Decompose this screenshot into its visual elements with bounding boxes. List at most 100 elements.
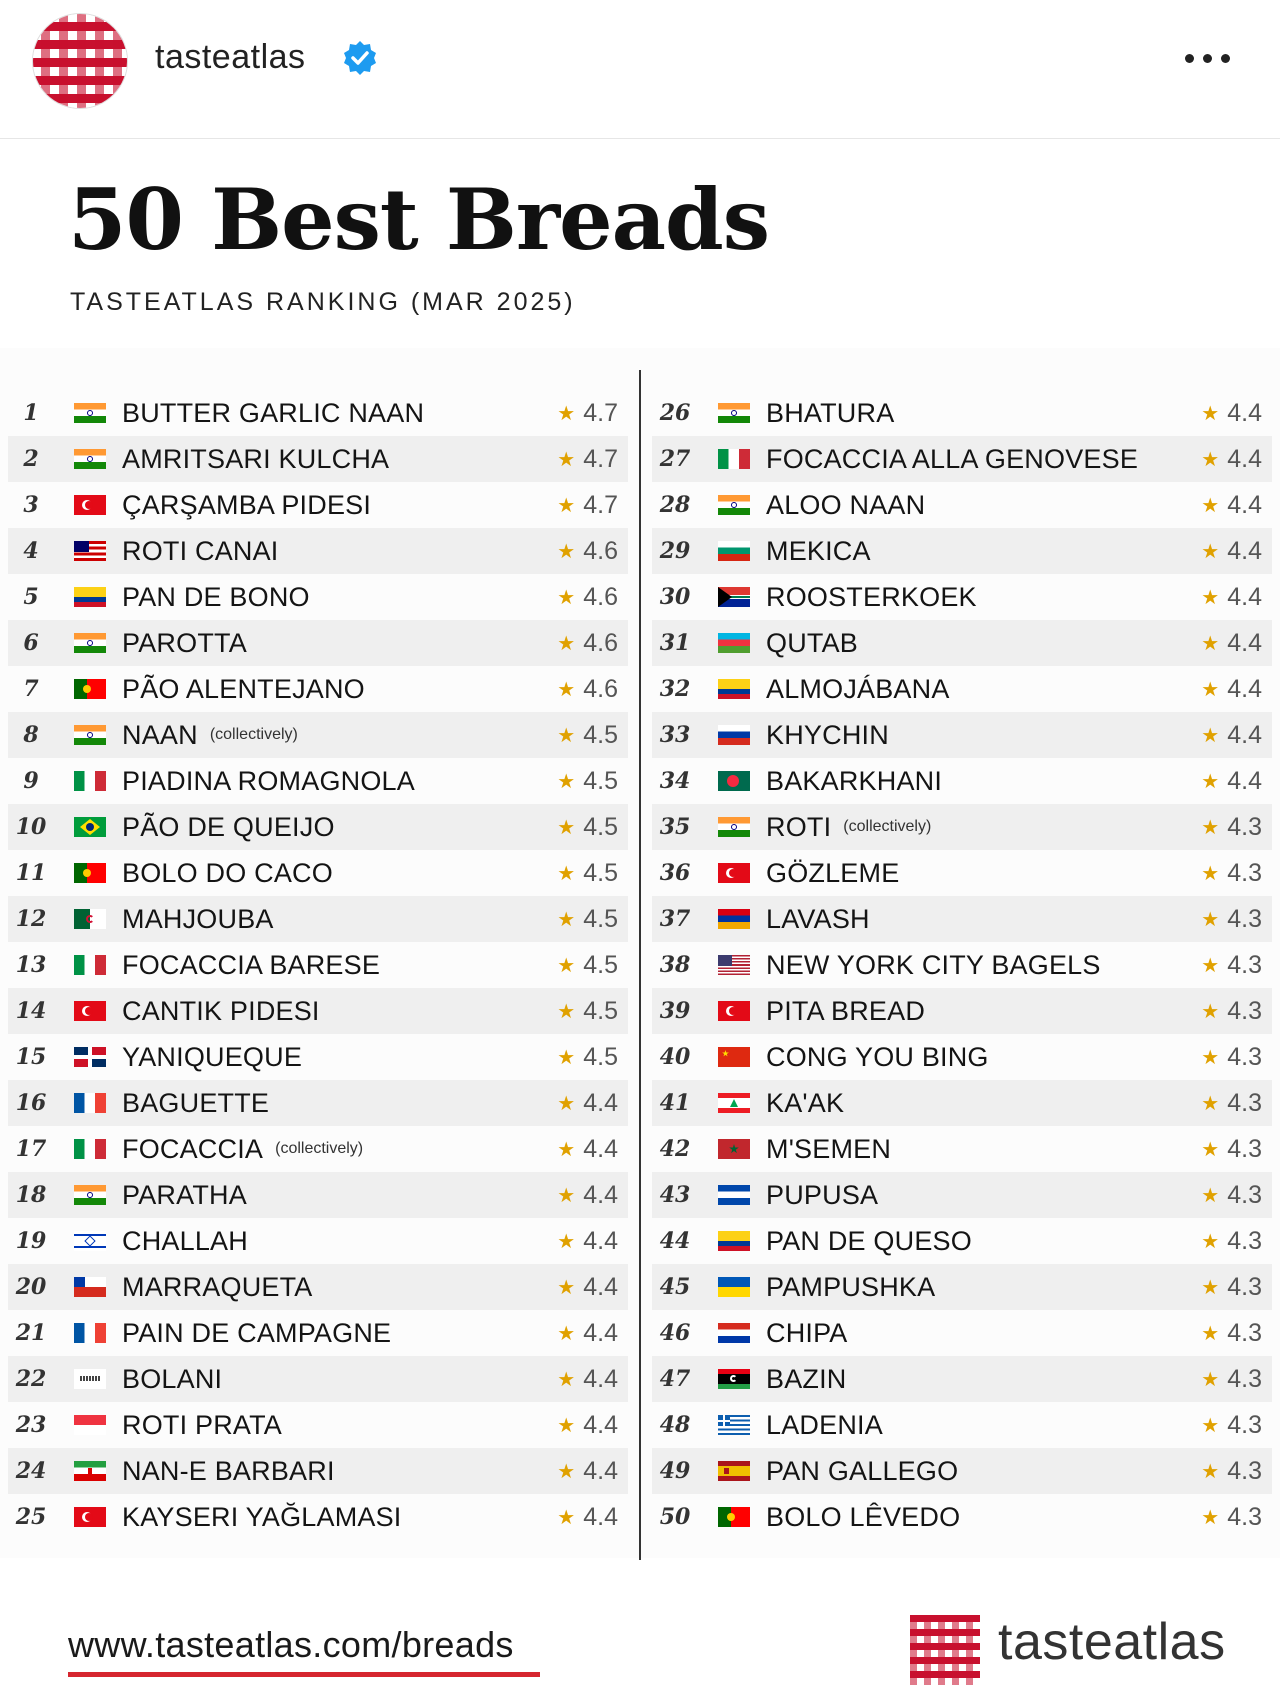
bangladesh-flag-icon bbox=[718, 771, 750, 791]
bread-name: CANTIK PIDESI bbox=[122, 995, 320, 1026]
afghanistan-flag-icon bbox=[74, 1369, 106, 1389]
rating-value: 4.3 bbox=[1227, 1502, 1262, 1531]
brazil-flag-icon bbox=[74, 817, 106, 837]
rating: ★ 4.4 bbox=[557, 1448, 618, 1494]
rating: ★ 4.3 bbox=[1201, 1310, 1262, 1356]
ranking-row: 13 FOCACCIA BARESE ★ 4.5 bbox=[8, 942, 628, 988]
rank-number: 8 bbox=[23, 722, 39, 748]
rank-number: 34 bbox=[659, 768, 691, 794]
rating-value: 4.3 bbox=[1227, 1410, 1262, 1439]
star-icon: ★ bbox=[557, 954, 576, 977]
rating-value: 4.4 bbox=[1227, 582, 1262, 611]
ranking-column-left: 1 BUTTER GARLIC NAAN ★ 4.7 2 AMRITSARI KULCHA… bbox=[8, 390, 628, 1540]
rating: ★ 4.4 bbox=[557, 1080, 618, 1126]
footer-url-link[interactable]: www.tasteatlas.com/breads bbox=[68, 1624, 514, 1665]
rating: ★ 4.4 bbox=[557, 1356, 618, 1402]
india-flag-icon bbox=[74, 449, 106, 469]
rank-number: 1 bbox=[23, 400, 39, 426]
rank-number: 18 bbox=[15, 1182, 47, 1208]
bread-name: PAIN DE CAMPAGNE bbox=[122, 1317, 392, 1348]
rating-value: 4.5 bbox=[583, 766, 618, 795]
star-icon: ★ bbox=[557, 678, 576, 701]
rating-value: 4.3 bbox=[1227, 1364, 1262, 1393]
star-icon: ★ bbox=[1201, 402, 1220, 425]
star-icon: ★ bbox=[557, 1414, 576, 1437]
rating: ★ 4.3 bbox=[1201, 1448, 1262, 1494]
post-header: tasteatlas bbox=[0, 0, 1280, 139]
star-icon: ★ bbox=[557, 1230, 576, 1253]
rank-number: 9 bbox=[23, 768, 39, 794]
footer-underline bbox=[68, 1672, 540, 1677]
rating-value: 4.4 bbox=[1227, 628, 1262, 657]
ranking-row: 35 ROTI (collectively) ★ 4.3 bbox=[652, 804, 1272, 850]
usa-flag-icon bbox=[718, 955, 750, 975]
bread-name: BOLO LÊVEDO bbox=[766, 1501, 961, 1532]
rank-number: 30 bbox=[659, 584, 691, 610]
rating-value: 4.4 bbox=[583, 1180, 618, 1209]
rating-value: 4.3 bbox=[1227, 1180, 1262, 1209]
rating-value: 4.6 bbox=[583, 582, 618, 611]
rating: ★ 4.5 bbox=[557, 804, 618, 850]
rank-number: 10 bbox=[15, 814, 47, 840]
colombia-flag-icon bbox=[718, 1231, 750, 1251]
star-icon: ★ bbox=[557, 1184, 576, 1207]
ranking-row: 6 PAROTTA ★ 4.6 bbox=[8, 620, 628, 666]
rank-number: 2 bbox=[23, 446, 39, 472]
india-flag-icon bbox=[74, 725, 106, 745]
bread-name: NEW YORK CITY BAGELS bbox=[766, 949, 1101, 980]
ranking-row: 1 BUTTER GARLIC NAAN ★ 4.7 bbox=[8, 390, 628, 436]
ranking-row: 27 FOCACCIA ALLA GENOVESE ★ 4.4 bbox=[652, 436, 1272, 482]
rating-value: 4.7 bbox=[583, 490, 618, 519]
star-icon: ★ bbox=[557, 1460, 576, 1483]
colombia-flag-icon bbox=[74, 587, 106, 607]
rank-number: 23 bbox=[15, 1412, 47, 1438]
rank-number: 40 bbox=[659, 1044, 691, 1070]
rating-value: 4.5 bbox=[583, 950, 618, 979]
paraguay-flag-icon bbox=[718, 1323, 750, 1343]
bread-name: PITA BREAD bbox=[766, 995, 926, 1026]
ranking-row: 43 PUPUSA ★ 4.3 bbox=[652, 1172, 1272, 1218]
rating: ★ 4.4 bbox=[1201, 482, 1262, 528]
username[interactable]: tasteatlas bbox=[155, 38, 306, 76]
rating: ★ 4.6 bbox=[557, 620, 618, 666]
rating-value: 4.6 bbox=[583, 628, 618, 657]
bread-name: FOCACCIA BARESE bbox=[122, 949, 381, 980]
rating-value: 4.5 bbox=[583, 812, 618, 841]
rank-number: 31 bbox=[659, 630, 691, 656]
ranking-row: 19 CHALLAH ★ 4.4 bbox=[8, 1218, 628, 1264]
portugal-flag-icon bbox=[74, 863, 106, 883]
rating: ★ 4.3 bbox=[1201, 1080, 1262, 1126]
rank-number: 6 bbox=[23, 630, 39, 656]
rank-number: 22 bbox=[15, 1366, 47, 1392]
bread-name: GÖZLEME bbox=[766, 857, 900, 888]
ranking-row: 20 MARRAQUETA ★ 4.4 bbox=[8, 1264, 628, 1310]
bread-name: ROTI bbox=[766, 811, 832, 842]
rating: ★ 4.4 bbox=[1201, 390, 1262, 436]
rating: ★ 4.4 bbox=[557, 1172, 618, 1218]
ranking-row: 33 KHYCHIN ★ 4.4 bbox=[652, 712, 1272, 758]
star-icon: ★ bbox=[1201, 1506, 1220, 1529]
bread-name: BOLO DO CACO bbox=[122, 857, 333, 888]
star-icon: ★ bbox=[557, 1368, 576, 1391]
russia-flag-icon bbox=[718, 725, 750, 745]
bread-name: KA'AK bbox=[766, 1087, 845, 1118]
bread-name: BHATURA bbox=[766, 397, 895, 428]
star-icon: ★ bbox=[1201, 1322, 1220, 1345]
rank-number: 11 bbox=[15, 860, 47, 886]
infographic-subtitle: TASTEATLAS RANKING (MAR 2025) bbox=[70, 288, 576, 316]
ranking-row: 38 NEW YORK CITY BAGELS ★ 4.3 bbox=[652, 942, 1272, 988]
rating-value: 4.6 bbox=[583, 674, 618, 703]
star-icon: ★ bbox=[1201, 1000, 1220, 1023]
star-icon: ★ bbox=[557, 540, 576, 563]
ranking-row: 48 LADENIA ★ 4.3 bbox=[652, 1402, 1272, 1448]
profile-avatar[interactable] bbox=[32, 13, 128, 109]
rating: ★ 4.4 bbox=[557, 1402, 618, 1448]
lebanon-flag-icon bbox=[718, 1093, 750, 1113]
rank-number: 29 bbox=[659, 538, 691, 564]
ranking-row: 26 BHATURA ★ 4.4 bbox=[652, 390, 1272, 436]
more-options-icon[interactable] bbox=[1185, 45, 1245, 71]
rating-value: 4.3 bbox=[1227, 1318, 1262, 1347]
rank-number: 14 bbox=[15, 998, 47, 1024]
bread-name: LADENIA bbox=[766, 1409, 883, 1440]
rating-value: 4.4 bbox=[583, 1134, 618, 1163]
